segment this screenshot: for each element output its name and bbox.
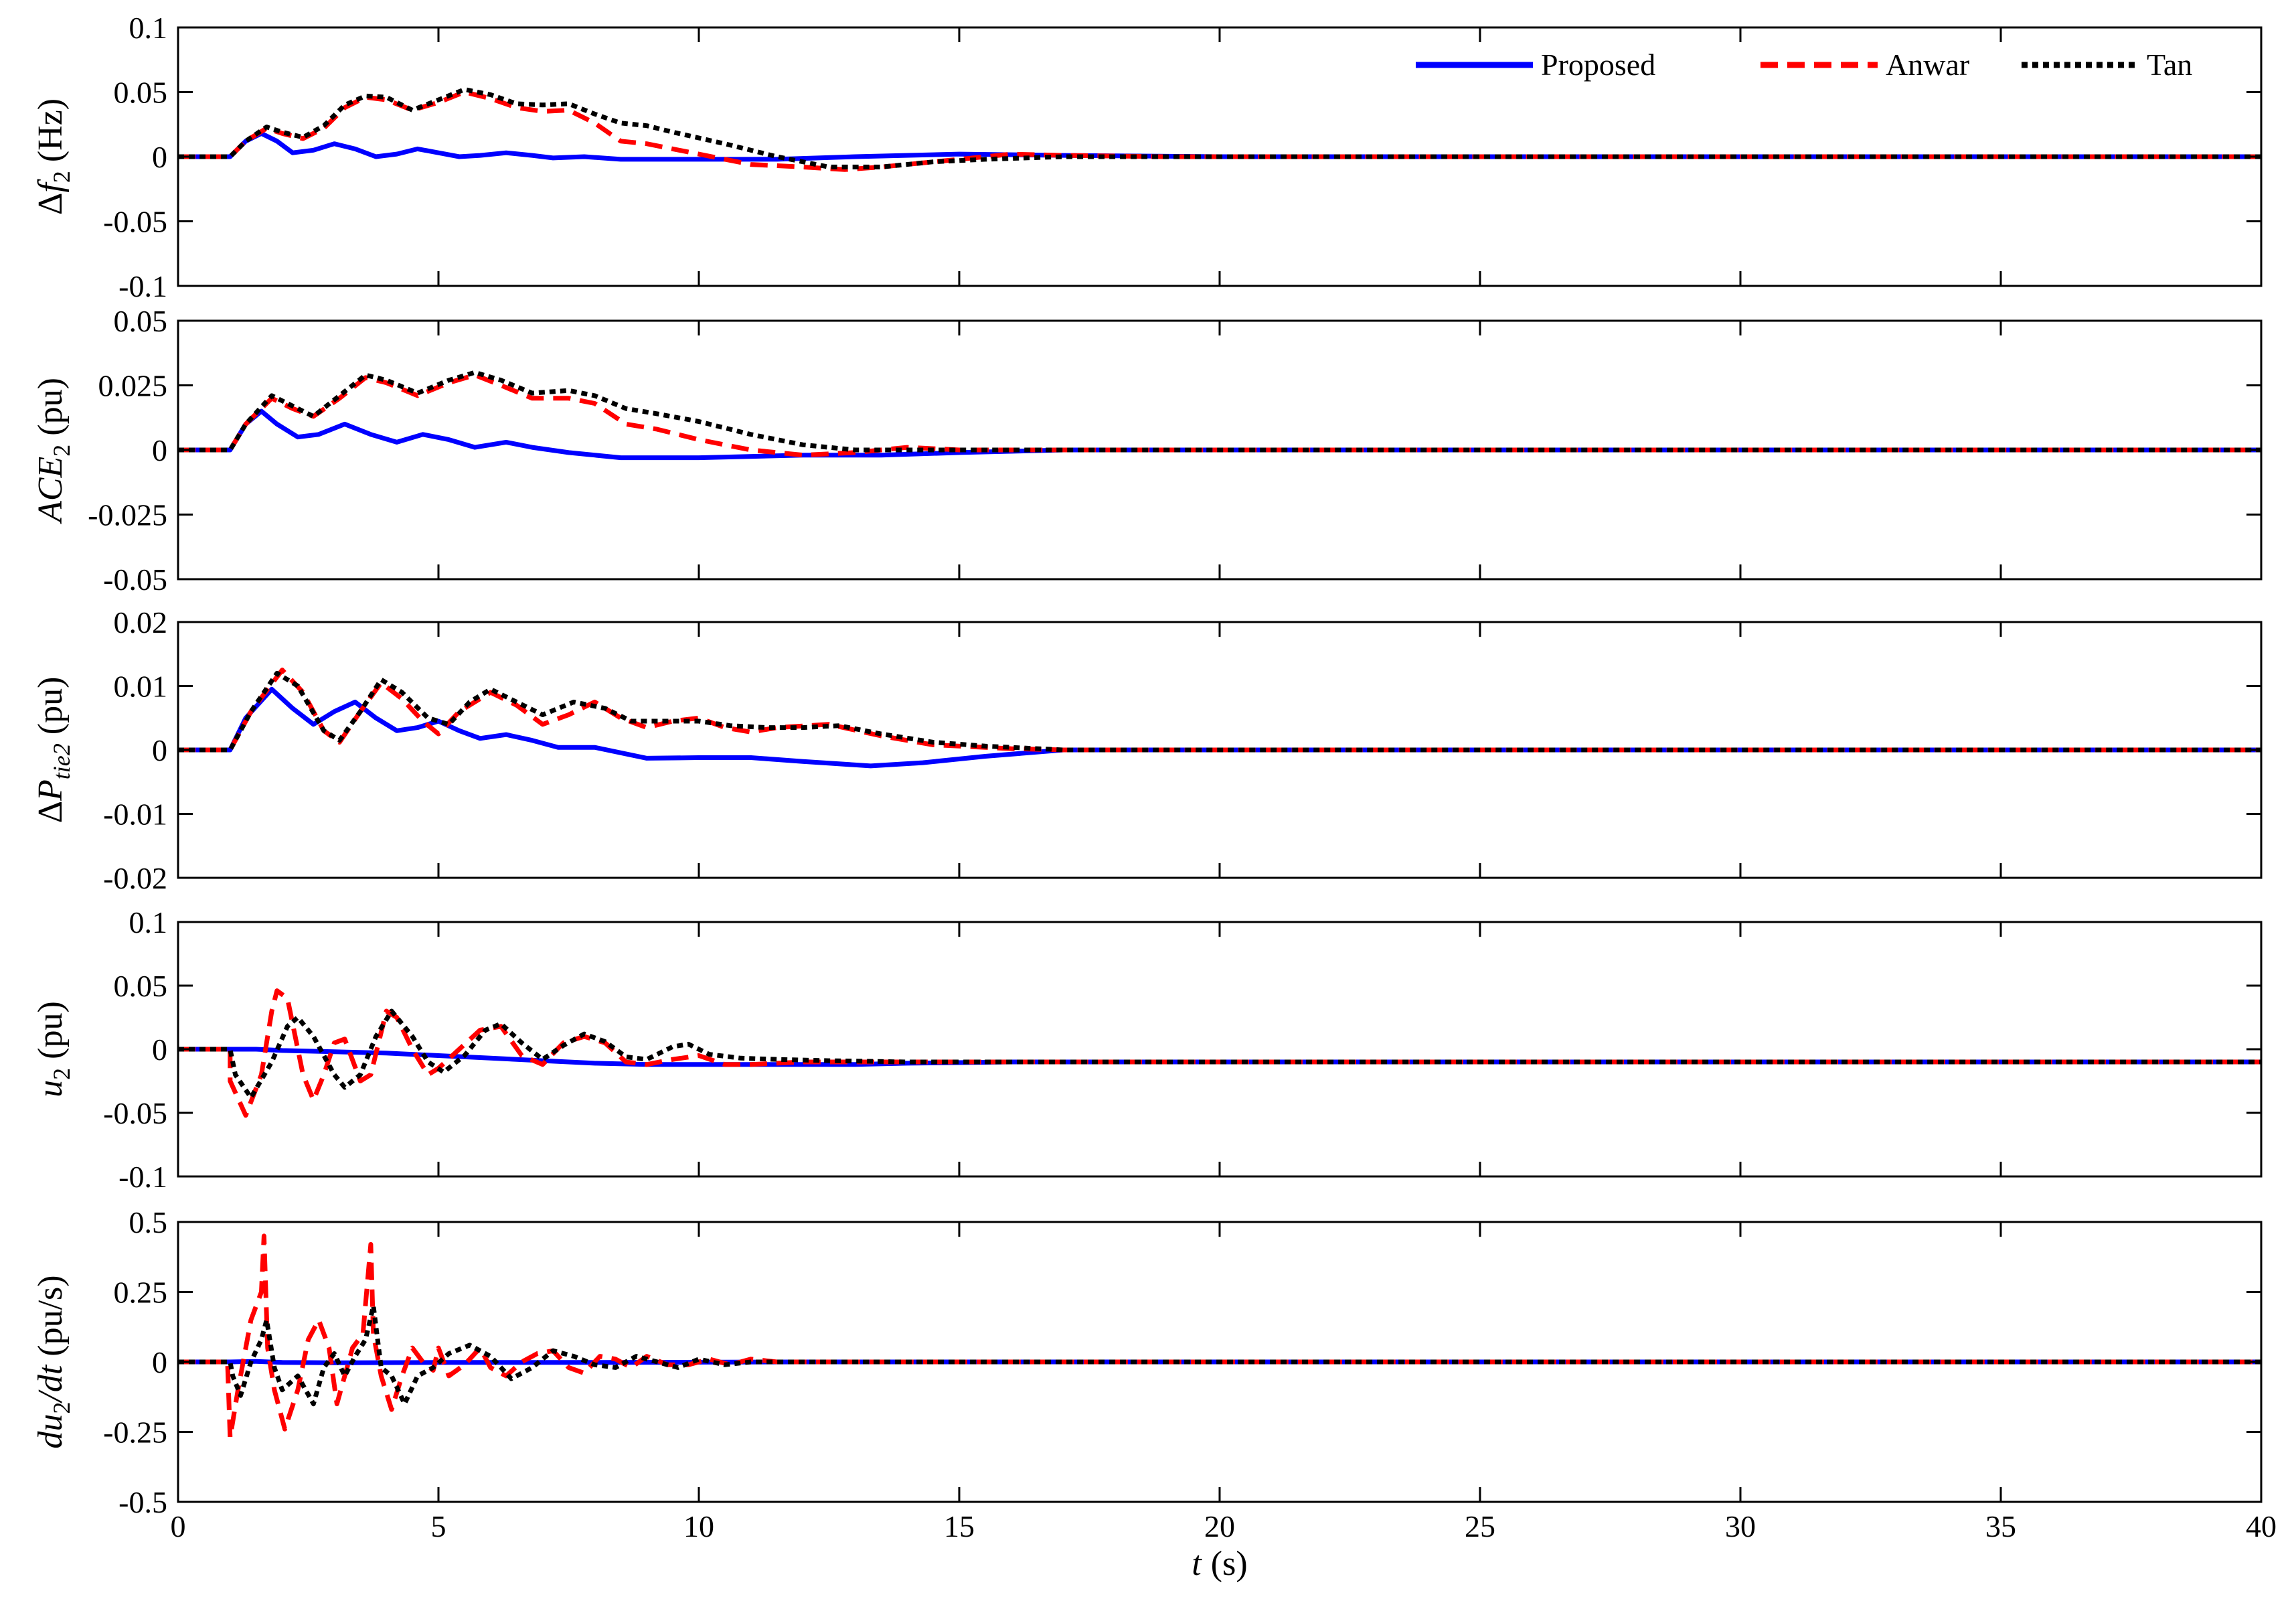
x-tick-label: 25 — [1465, 1509, 1495, 1543]
x-tick-label: 10 — [683, 1509, 714, 1543]
panel-4-frame — [177, 921, 2263, 1178]
legend-label: Proposed — [1541, 48, 1655, 82]
panel-2-series — [178, 370, 2261, 461]
y-axis-label-2: ACE2 (pu) — [31, 378, 75, 524]
series-proposed — [178, 408, 2261, 461]
y-tick-label: 0.1 — [129, 905, 168, 939]
x-tick-label: 30 — [1725, 1509, 1756, 1543]
y-tick-label: -0.1 — [118, 1160, 167, 1194]
y-tick-label: 0.025 — [98, 369, 168, 403]
y-tick-label: 0 — [152, 1345, 167, 1379]
series-proposed — [178, 131, 2261, 162]
y-axis-label-1: Δf2 (Hz) — [31, 98, 75, 215]
panel-5: -0.5 -0.25 0 0.25 0.5 du2/dt (pu/s) — [31, 1205, 2263, 1519]
series-anwar — [178, 1233, 2261, 1440]
panel-4: -0.1 -0.05 0 0.05 0.1 u2 (pu) — [31, 905, 2263, 1194]
y-tick-label: 0 — [152, 733, 167, 767]
panel-5-series — [178, 1233, 2261, 1440]
y-tick-label: -0.02 — [103, 861, 167, 895]
panel-1-series — [178, 87, 2261, 172]
series-tan — [178, 370, 2261, 453]
x-axis-label: t (s) — [1192, 1545, 1247, 1583]
x-tick-label: 40 — [2246, 1509, 2277, 1543]
y-tick-label: 0 — [152, 1032, 167, 1067]
y-tick-label: -0.25 — [103, 1415, 167, 1450]
legend-label: Tan — [2147, 48, 2192, 82]
y-tick-label: 0.1 — [129, 11, 168, 45]
x-tick-label: 5 — [431, 1509, 446, 1543]
x-tick-label: 20 — [1204, 1509, 1235, 1543]
y-tick-label: 0.01 — [114, 670, 168, 704]
y-tick-label: 0.02 — [114, 605, 168, 639]
y-axis-label-3: ΔPtie2 (pu) — [31, 677, 75, 824]
y-tick-label: -0.05 — [103, 1096, 167, 1130]
panel-4-series — [178, 988, 2261, 1118]
panel-3: -0.02 -0.01 0 0.01 0.02 ΔPtie2 (pu) — [31, 605, 2263, 895]
series-anwar — [178, 372, 2261, 458]
y-axis-label-4: u2 (pu) — [31, 1001, 75, 1097]
y-tick-label: -0.01 — [103, 797, 167, 832]
x-tick-label: 35 — [1985, 1509, 2016, 1543]
panel-3-series — [178, 668, 2261, 769]
legend-label: Anwar — [1886, 48, 1969, 82]
y-axis-label-5: du2/dt (pu/s) — [31, 1275, 75, 1448]
chart-panels: -0.1 -0.05 0 0.05 0.1 Δf2 (Hz) -0.05 -0.025 0 0.0… — [31, 11, 2263, 1519]
series-proposed — [178, 686, 2261, 769]
y-tick-label: 0.25 — [114, 1276, 168, 1310]
x-axis-tick-labels: 0 5 10 15 20 25 30 35 40 — [171, 1509, 2277, 1543]
panel-2: -0.05 -0.025 0 0.025 0.05 ACE2 (pu) — [31, 304, 2263, 597]
legend-item-proposed: Proposed — [1416, 48, 1655, 82]
x-tick-label: 15 — [944, 1509, 975, 1543]
y-tick-label: 0 — [152, 140, 167, 174]
panel-1: -0.1 -0.05 0 0.05 0.1 Δf2 (Hz) — [31, 11, 2263, 303]
y-tick-label: 0.05 — [114, 76, 168, 110]
legend: Proposed Anwar Tan — [1416, 48, 2192, 82]
y-tick-label: -0.5 — [118, 1485, 167, 1519]
series-anwar — [178, 90, 2261, 172]
y-tick-label: -0.05 — [103, 562, 167, 597]
series-tan — [178, 1008, 2261, 1100]
series-anwar — [178, 988, 2261, 1118]
y-tick-label: -0.025 — [88, 498, 167, 532]
y-tick-label: 0.05 — [114, 969, 168, 1003]
y-tick-label: -0.05 — [103, 205, 167, 239]
x-tick-label: 0 — [171, 1509, 186, 1543]
legend-item-anwar: Anwar — [1760, 48, 1969, 82]
series-tan — [178, 1303, 2261, 1407]
legend-item-tan: Tan — [2022, 48, 2192, 82]
y-tick-label: 0 — [152, 433, 167, 467]
y-tick-label: -0.1 — [118, 269, 167, 303]
series-tan — [178, 87, 2261, 169]
y-tick-label: 0.05 — [114, 304, 168, 338]
y-tick-label: 0.5 — [129, 1205, 168, 1239]
series-tan — [178, 670, 2261, 753]
